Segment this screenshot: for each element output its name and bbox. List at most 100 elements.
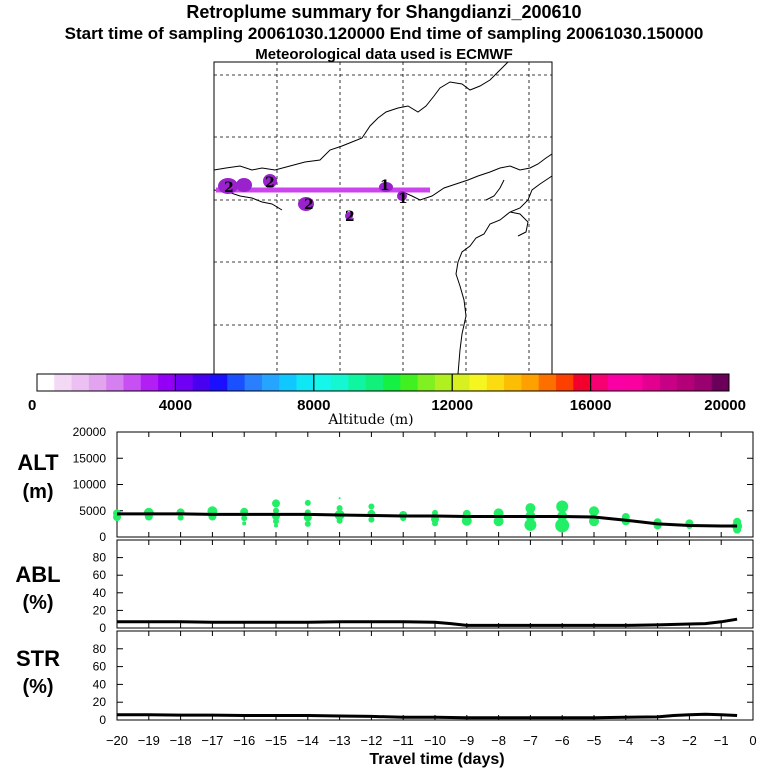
colorbar-swatch xyxy=(158,374,176,391)
cluster-label: 1 xyxy=(380,178,390,194)
colorbar-label: Altitude (m) xyxy=(327,412,413,428)
x-tick-label: −2 xyxy=(682,733,697,748)
cluster-label: 2 xyxy=(224,180,234,196)
x-tick-label: −19 xyxy=(138,733,160,748)
cluster-label: 2 xyxy=(304,197,314,213)
x-tick-label: −20 xyxy=(106,733,128,748)
cluster-markers xyxy=(218,174,407,220)
altitude-dot xyxy=(304,499,311,506)
colorbar-swatch xyxy=(607,374,626,391)
met-data-source: Meteorological data used is ECMWF xyxy=(255,46,513,63)
cluster-labels: 2 2 2 2 1 1 xyxy=(224,175,408,225)
panel-frame xyxy=(116,539,754,629)
y-tick-label: 40 xyxy=(93,677,107,691)
y-axis-label: ALT xyxy=(17,450,59,475)
colorbar-swatch xyxy=(348,374,367,391)
cluster-marker xyxy=(298,197,314,211)
colorbar-swatch xyxy=(642,374,661,391)
altitude-dot xyxy=(524,518,537,531)
y-axis-label: (m) xyxy=(22,481,53,503)
cluster-marker xyxy=(345,212,353,220)
colorbar-tick-label: 8000 xyxy=(297,397,330,414)
cluster-label: 2 xyxy=(265,175,275,191)
x-tick-label: −3 xyxy=(650,733,665,748)
colorbar-swatch xyxy=(331,374,349,391)
colorbar-swatch xyxy=(711,374,730,391)
altitude-dot xyxy=(555,518,570,533)
x-tick-label: −7 xyxy=(523,733,538,748)
x-tick-label: −10 xyxy=(424,733,446,748)
colorbar-tick-label: 0 xyxy=(28,397,36,414)
colorbar-swatch xyxy=(521,374,540,391)
y-tick-label: 0 xyxy=(99,530,106,544)
y-tick-label: 0 xyxy=(99,621,106,635)
colorbar-swatch xyxy=(106,374,124,391)
x-tick-label: −14 xyxy=(297,733,319,748)
altitude-dot xyxy=(733,525,742,534)
time-series-panels: 0 5000 10000 15000 20000 ALT (m) 0 20 40 60 80 ABL (%… xyxy=(15,425,756,768)
altitude-dot xyxy=(338,497,341,500)
alt-series-line xyxy=(117,512,738,528)
colorbar-swatch xyxy=(54,374,73,391)
y-tick-label: 80 xyxy=(93,551,107,565)
altitude-dot xyxy=(274,523,278,528)
colorbar-swatch xyxy=(261,374,280,391)
abl-series-line xyxy=(117,617,738,627)
cluster-marker xyxy=(236,178,252,192)
x-tick-label: −15 xyxy=(265,733,287,748)
y-tick-label: 5000 xyxy=(79,504,106,518)
altitude-dot xyxy=(525,503,536,514)
y-tick-label: 20 xyxy=(93,603,107,617)
sampling-times: Start time of sampling 20061030.120000 E… xyxy=(64,24,704,43)
colorbar-tick-label: 16000 xyxy=(570,397,612,414)
colorbar-swatch xyxy=(677,374,695,391)
colorbar-swatch xyxy=(279,374,297,391)
colorbar-swatch xyxy=(504,374,522,391)
colorbar-swatch xyxy=(434,374,453,391)
x-tick-label: −11 xyxy=(393,733,414,748)
colorbar-swatch xyxy=(659,374,678,391)
altitude-dot xyxy=(241,515,248,522)
colorbar-swatch xyxy=(227,374,246,391)
colorbar-swatch xyxy=(123,374,142,391)
cluster-label: 1 xyxy=(398,191,408,207)
x-tick-label: −12 xyxy=(360,733,382,748)
x-tick-label: −1 xyxy=(714,733,729,748)
x-tick-label: −6 xyxy=(555,733,570,748)
colorbar-swatch xyxy=(452,374,470,391)
x-tick-label: −17 xyxy=(201,733,223,748)
colorbar-swatch xyxy=(140,374,159,391)
y-tick-label: 15000 xyxy=(73,451,107,465)
altitude-dot xyxy=(432,509,438,516)
y-axis-label: STR xyxy=(16,646,60,671)
cluster-marker xyxy=(263,174,277,188)
colorbar-swatch xyxy=(88,374,107,391)
map-graticule xyxy=(214,62,552,374)
colorbar-swatch xyxy=(210,374,228,391)
altitude-dot xyxy=(273,518,279,525)
colorbar-swatch xyxy=(383,374,401,391)
x-tick-label: −4 xyxy=(618,733,633,748)
colorbar-swatch xyxy=(417,374,436,391)
altitude-dot xyxy=(589,506,599,517)
colorbar-swatch xyxy=(192,374,211,391)
panel-frame xyxy=(116,630,754,721)
cluster-label: 2 xyxy=(345,209,355,225)
altitude-dot xyxy=(272,499,280,508)
str-series-line xyxy=(117,712,738,720)
colorbar-swatch xyxy=(469,374,488,391)
altitude-dot xyxy=(368,503,375,510)
cluster-marker xyxy=(397,191,407,201)
colorbar-swatch xyxy=(71,374,90,391)
panel-alt: 0 5000 10000 15000 20000 ALT (m) xyxy=(17,425,754,544)
colorbar-swatch xyxy=(175,374,194,391)
colorbar-frame xyxy=(36,373,730,392)
y-tick-label: 10000 xyxy=(73,478,107,492)
altitude-dot xyxy=(556,500,569,513)
colorbar-tick-label: 20000 xyxy=(704,397,746,414)
y-axis-label: (%) xyxy=(22,676,53,698)
panel-abl: 0 20 40 60 80 ABL (%) xyxy=(15,539,754,635)
altitude-dot xyxy=(177,514,184,521)
altitude-colorbar: 0 4000 8000 12000 16000 20000 xyxy=(28,373,746,414)
